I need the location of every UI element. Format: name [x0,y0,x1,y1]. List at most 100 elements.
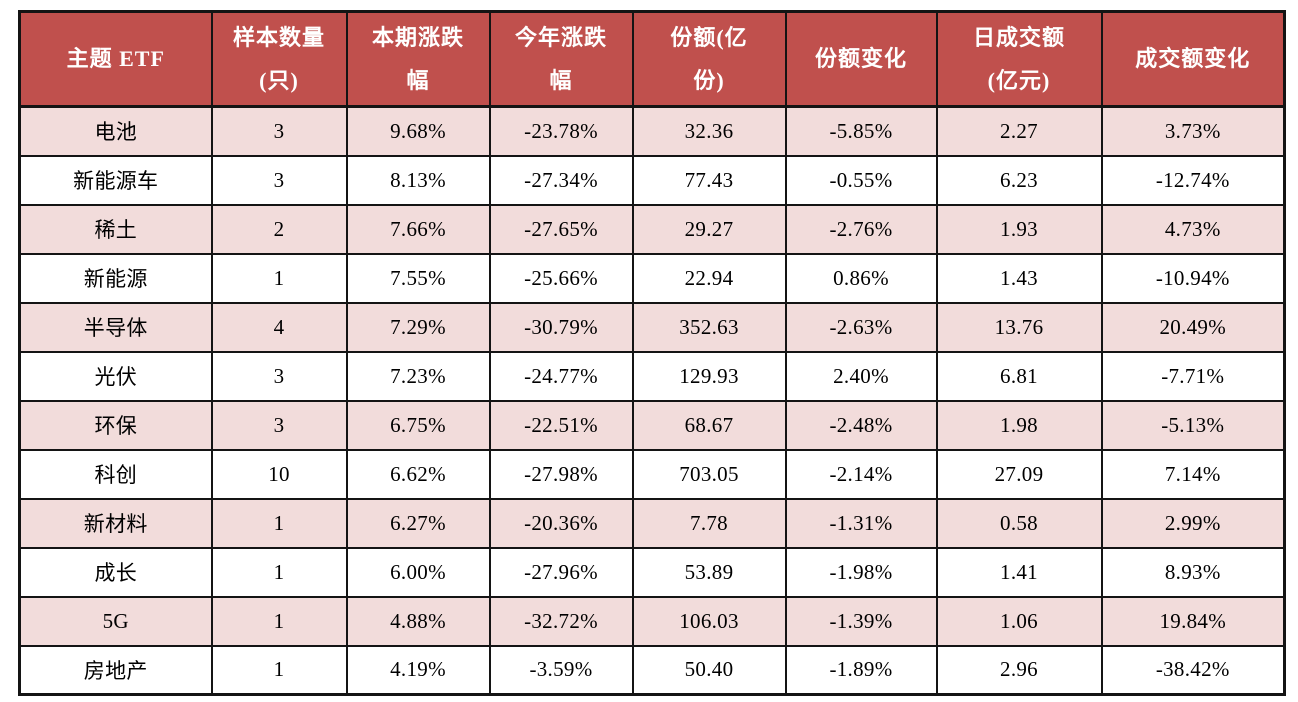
table-row: 半导体 4 7.29% -30.79% 352.63 -2.63% 13.76 20.49% [18,301,1286,353]
cell-period: 7.66% [345,203,491,255]
column-header-ytd: 今年涨跌幅 [488,10,634,108]
cell-theme: 新材料 [18,497,213,549]
cell-turnoverchg: 19.84% [1100,595,1286,647]
column-header-text: 份额(亿 [670,24,748,50]
table-row: 新能源车 3 8.13% -27.34% 77.43 -0.55% 6.23 -12.74% [18,154,1286,206]
cell-sharechg: -2.48% [784,399,938,451]
cell-ytd: -27.34% [488,154,634,206]
cell-shares: 352.63 [631,301,787,353]
column-header-lines: 份额(亿 份) [634,24,785,92]
cell-shares: 53.89 [631,546,787,598]
cell-period: 6.00% [345,546,491,598]
column-header-text: 本期涨跌 [371,24,464,50]
cell-shares: 77.43 [631,154,787,206]
cell-turnover: 2.27 [935,105,1103,157]
table-row: 光伏 3 7.23% -24.77% 129.93 2.40% 6.81 -7.71% [18,350,1286,402]
cell-sample: 4 [210,301,348,353]
cell-turnoverchg: -38.42% [1100,644,1286,696]
column-header-lines: 成交额变化 [1103,48,1284,70]
cell-ytd: -27.65% [488,203,634,255]
column-header-lines: 本期涨跌幅 [348,24,489,93]
cell-sample: 1 [210,644,348,696]
cell-period: 6.75% [345,399,491,451]
cell-period: 9.68% [345,105,491,157]
cell-turnover: 1.43 [935,252,1103,304]
table-row: 环保 3 6.75% -22.51% 68.67 -2.48% 1.98 -5.13% [18,399,1286,451]
column-header-lines: 日成交额 (亿元) [938,26,1101,93]
cell-shares: 29.27 [631,203,787,255]
cell-turnover: 2.96 [935,644,1103,696]
column-header-lines: 今年涨跌幅 [491,24,632,93]
column-header-text: (只) [259,67,299,93]
cell-ytd: -32.72% [488,595,634,647]
cell-theme: 成长 [18,546,213,598]
column-header-shares: 份额(亿 份) [631,10,787,108]
column-header-text: (亿元) [987,67,1051,93]
table-row: 5G 1 4.88% -32.72% 106.03 -1.39% 1.06 19.84% [18,595,1286,647]
table-body: 电池 3 9.68% -23.78% 32.36 -5.85% 2.27 3.73% 新能源车 3… [18,105,1286,696]
cell-shares: 68.67 [631,399,787,451]
table-row: 科创 10 6.62% -27.98% 703.05 -2.14% 27.09 7.14% [18,448,1286,500]
cell-turnover: 6.23 [935,154,1103,206]
cell-ytd: -27.98% [488,448,634,500]
column-header-period: 本期涨跌幅 [345,10,491,108]
column-header-text: 份额变化 [814,46,907,71]
cell-turnover: 6.81 [935,350,1103,402]
column-header-text: 样本数量 [232,24,325,50]
cell-sharechg: -1.98% [784,546,938,598]
cell-sharechg: 2.40% [784,350,938,402]
cell-period: 6.62% [345,448,491,500]
cell-sample: 3 [210,105,348,157]
cell-sample: 1 [210,252,348,304]
cell-theme: 半导体 [18,301,213,353]
table-row: 电池 3 9.68% -23.78% 32.36 -5.85% 2.27 3.73% [18,105,1286,157]
cell-turnover: 0.58 [935,497,1103,549]
cell-sharechg: -5.85% [784,105,938,157]
cell-turnoverchg: -5.13% [1100,399,1286,451]
column-header-text: 幅 [549,67,573,93]
cell-sample: 3 [210,350,348,402]
cell-turnoverchg: 8.93% [1100,546,1286,598]
cell-shares: 129.93 [631,350,787,402]
column-header-text: 幅 [406,67,430,93]
table-header-row: 主题 ETF 样本数量 (只) 本期涨跌幅今年涨跌幅份额(亿 份) 份额变化 日成交额 (亿元… [18,10,1286,108]
column-header-turnoverchg: 成交额变化 [1100,10,1286,108]
cell-shares: 22.94 [631,252,787,304]
cell-turnoverchg: -12.74% [1100,154,1286,206]
cell-theme: 稀土 [18,203,213,255]
table-row: 新材料 1 6.27% -20.36% 7.78 -1.31% 0.58 2.99% [18,497,1286,549]
cell-sample: 1 [210,546,348,598]
cell-ytd: -23.78% [488,105,634,157]
cell-period: 7.23% [345,350,491,402]
cell-theme: 新能源 [18,252,213,304]
cell-sharechg: -1.39% [784,595,938,647]
column-header-text: 今年涨跌 [514,24,607,50]
cell-theme: 电池 [18,105,213,157]
cell-turnoverchg: 4.73% [1100,203,1286,255]
column-header-text: 成交额变化 [1135,46,1251,71]
column-header-lines: 样本数量 (只) [213,24,346,93]
column-header-sharechg: 份额变化 [784,10,938,108]
cell-theme: 5G [18,595,213,647]
table-row: 房地产 1 4.19% -3.59% 50.40 -1.89% 2.96 -38.42% [18,644,1286,696]
cell-ytd: -20.36% [488,497,634,549]
cell-ytd: -30.79% [488,301,634,353]
cell-sharechg: -1.89% [784,644,938,696]
cell-sample: 1 [210,497,348,549]
column-header-lines: 主题 ETF [21,48,211,70]
cell-sharechg: -2.14% [784,448,938,500]
cell-sample: 3 [210,154,348,206]
cell-period: 6.27% [345,497,491,549]
cell-theme: 新能源车 [18,154,213,206]
cell-theme: 房地产 [18,644,213,696]
column-header-turnover: 日成交额 (亿元) [935,10,1103,108]
cell-sample: 10 [210,448,348,500]
cell-sharechg: 0.86% [784,252,938,304]
cell-ytd: -24.77% [488,350,634,402]
cell-sharechg: -2.63% [784,301,938,353]
cell-ytd: -27.96% [488,546,634,598]
cell-ytd: -3.59% [488,644,634,696]
column-header-text: 主题 ETF [66,46,165,71]
column-header-theme: 主题 ETF [18,10,213,108]
cell-shares: 7.78 [631,497,787,549]
